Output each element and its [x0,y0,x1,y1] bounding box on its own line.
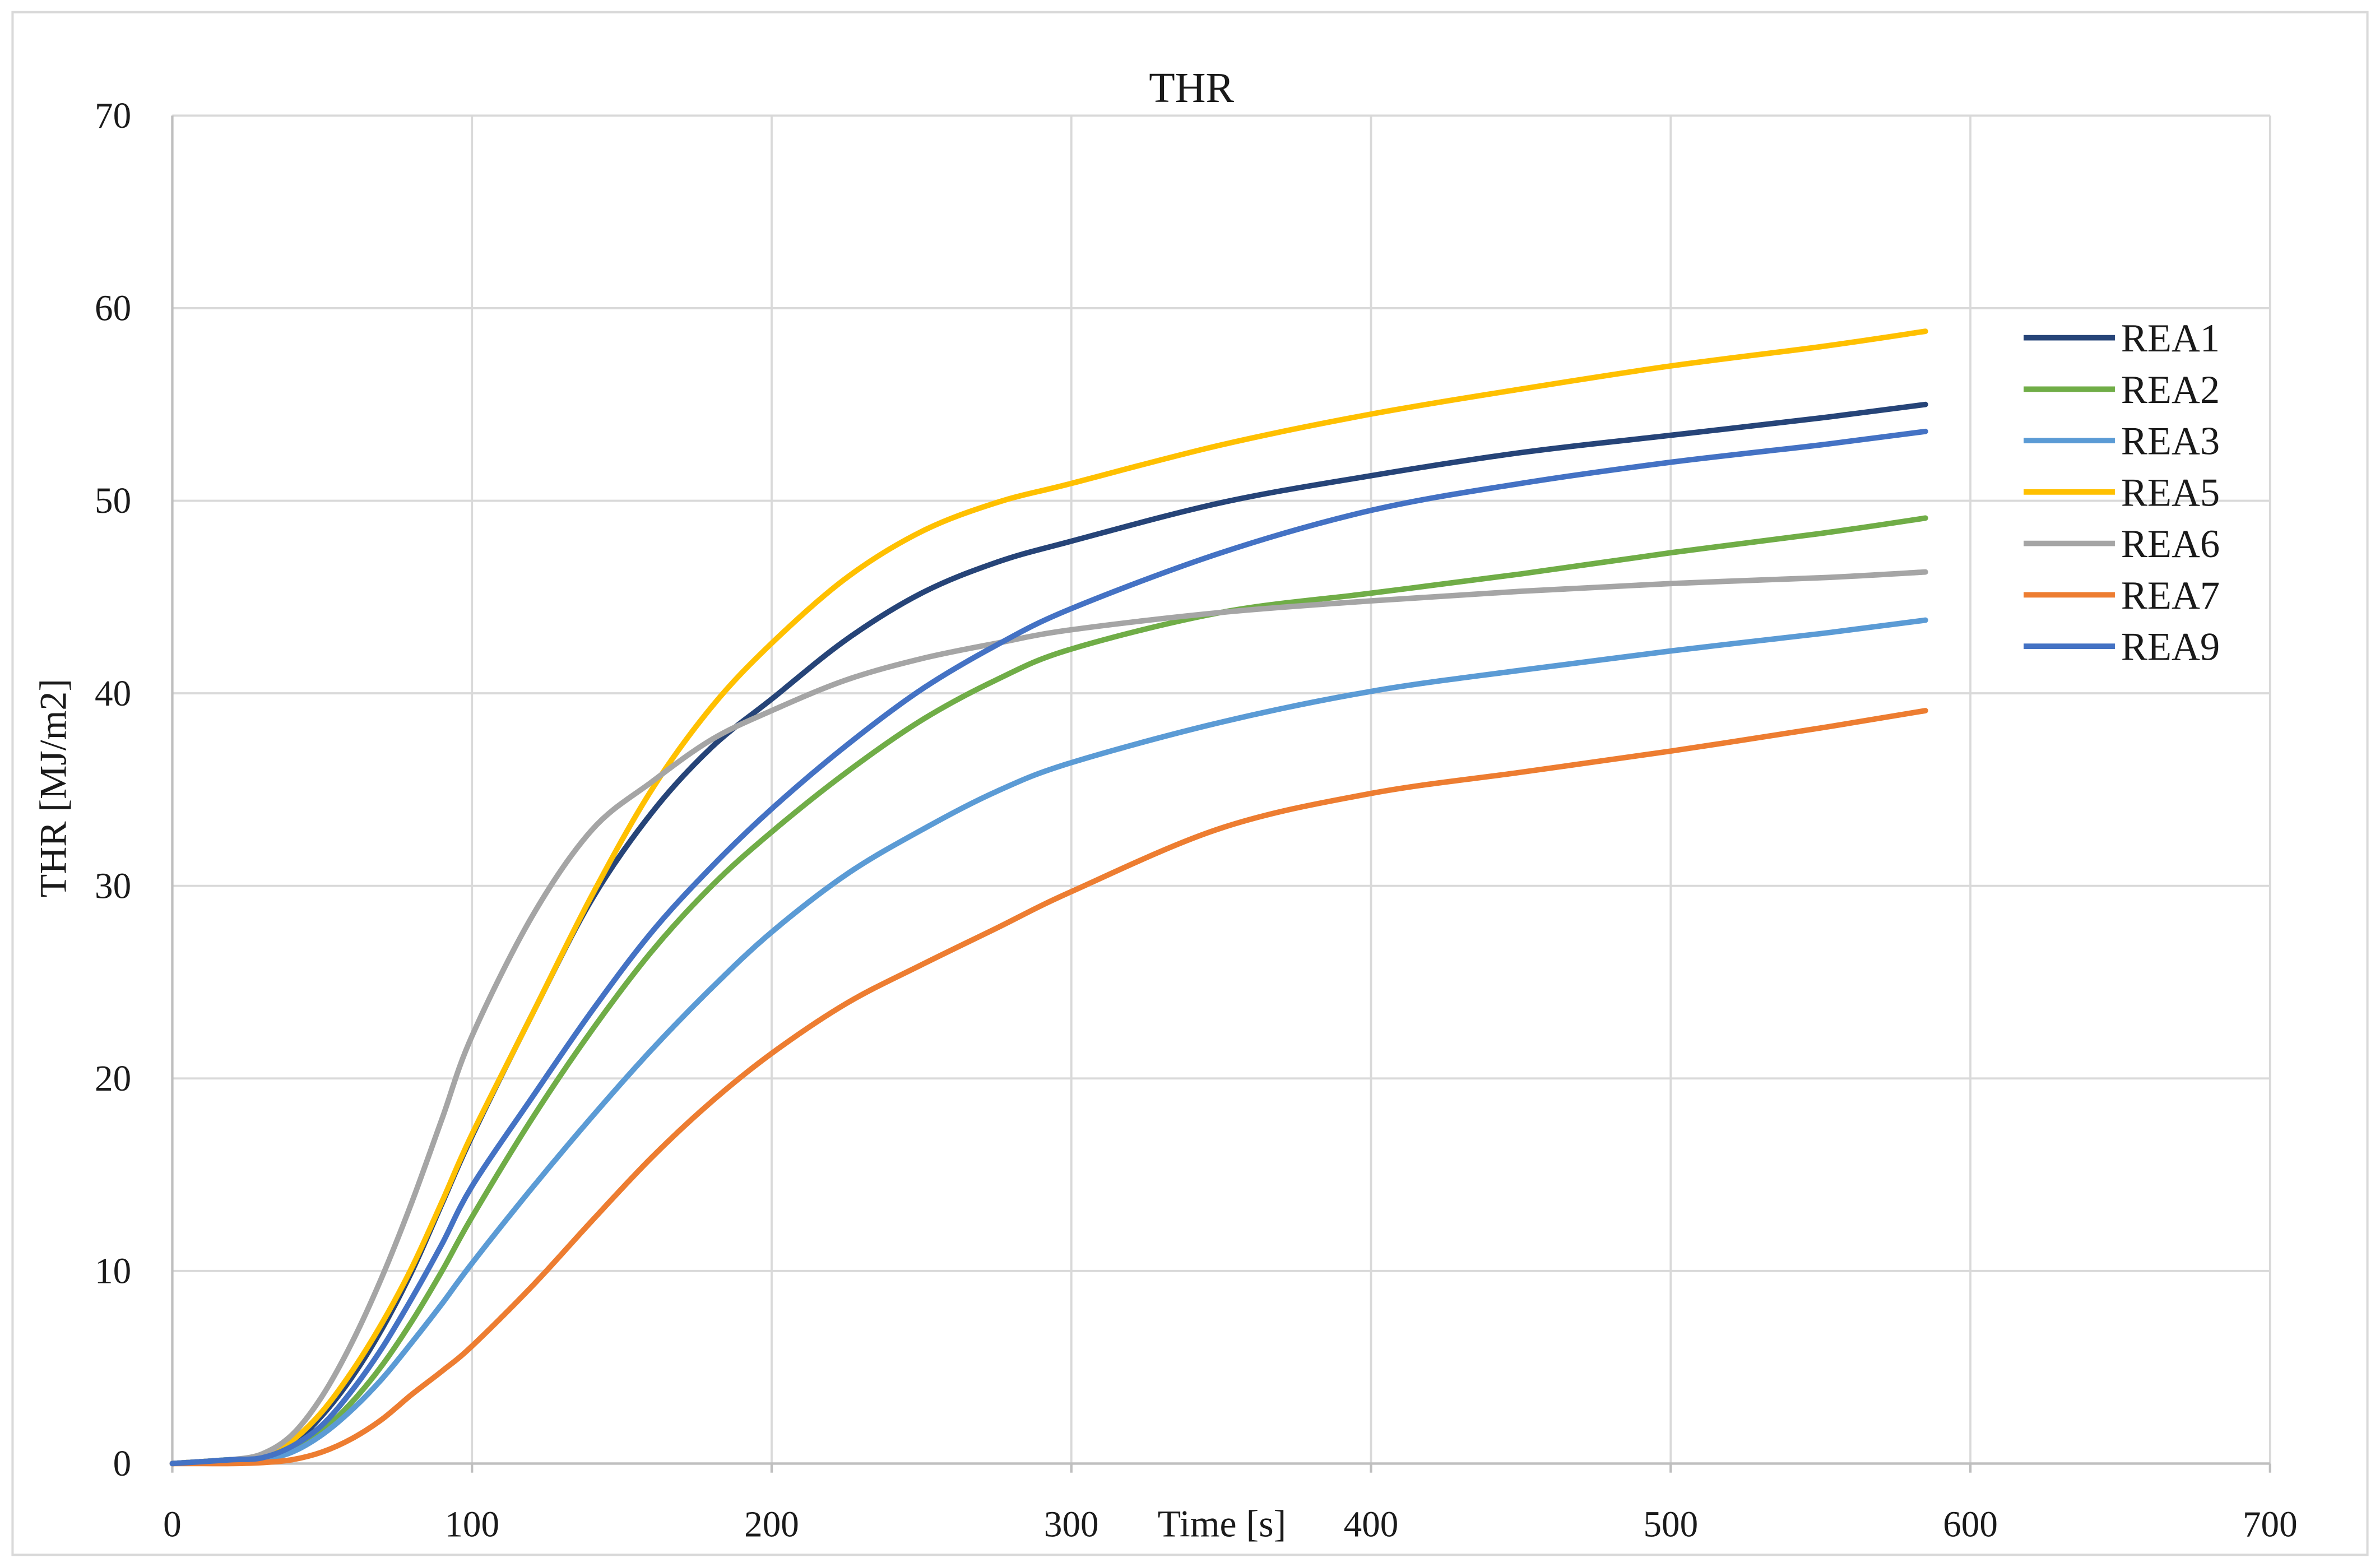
x-tick-labels: 0 100 200 300 400 500 600 700 [163,1505,2298,1545]
x-tick-label: 200 [744,1505,799,1545]
legend-item-rea7: REA7 [2024,574,2220,618]
legend-label: REA5 [2121,471,2220,514]
y-tick-label: 50 [95,481,131,521]
y-axis-title: THR [MJ/m2] [32,679,74,897]
legend-item-rea1: REA1 [2024,317,2220,360]
series-line-rea5 [169,328,1928,1467]
chart-title: THR [1149,64,1234,112]
series-line-rea1 [169,401,1928,1467]
legend-label: REA6 [2121,522,2220,566]
legend-label: REA1 [2121,317,2220,360]
x-tick-label: 300 [1044,1505,1099,1545]
x-tick-label: 600 [1943,1505,1998,1545]
x-tick-label: 0 [163,1505,182,1545]
y-tick-label: 20 [95,1059,131,1099]
y-tick-label: 60 [95,289,131,329]
x-tick-label: 400 [1344,1505,1399,1545]
series-line-rea7 [169,708,1928,1467]
series-line-rea2 [169,515,1928,1467]
y-tick-label: 0 [113,1444,132,1484]
legend: REA1 REA2 REA3 REA5 REA6 REA7 REA9 [2024,317,2220,669]
y-tick-label: 70 [95,96,131,136]
series-line-rea6 [169,569,1928,1467]
legend-item-rea5: REA5 [2024,471,2220,514]
x-tick-label: 500 [1643,1505,1698,1545]
y-tick-label: 10 [95,1251,131,1292]
axes [171,115,2272,1473]
y-tick-label: 40 [95,674,131,714]
legend-label: REA2 [2121,368,2220,412]
legend-label: REA7 [2121,574,2220,618]
legend-item-rea9: REA9 [2024,625,2220,669]
series-line-rea9 [169,428,1928,1467]
chart-border [11,11,2369,1556]
x-axis-title: Time [s] [1158,1503,1286,1545]
x-tick-label: 700 [2243,1505,2298,1545]
legend-label: REA9 [2121,625,2220,669]
legend-item-rea6: REA6 [2024,522,2220,566]
y-tick-labels: 0 10 20 30 40 50 60 70 [95,96,131,1484]
legend-item-rea3: REA3 [2024,420,2220,463]
series-lines [169,328,1928,1467]
series-line-rea3 [169,617,1928,1467]
x-tick-label: 100 [444,1505,499,1545]
legend-label: REA3 [2121,420,2220,463]
y-tick-label: 30 [95,866,131,906]
legend-item-rea2: REA2 [2024,368,2220,412]
